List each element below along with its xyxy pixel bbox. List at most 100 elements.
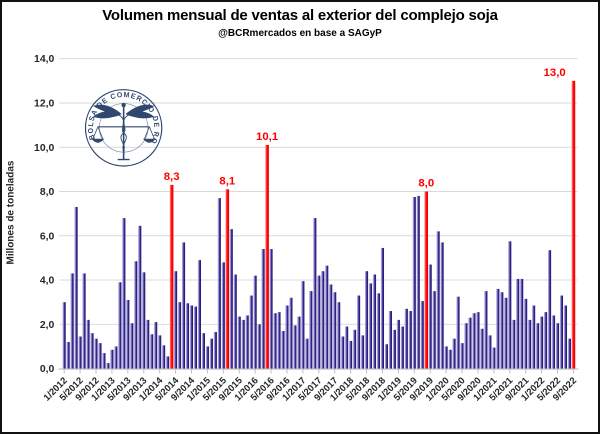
bar <box>317 275 321 369</box>
bar <box>122 218 126 369</box>
bar <box>448 349 452 369</box>
bar <box>217 198 221 369</box>
logo-scale-string <box>149 126 155 139</box>
bar <box>309 291 313 369</box>
highlight-bar <box>571 80 576 369</box>
bar <box>166 356 170 369</box>
bar <box>62 302 66 369</box>
bar <box>154 322 158 369</box>
y-tick-label: 14,0 <box>34 54 54 65</box>
bar <box>94 338 98 369</box>
bar <box>428 264 432 369</box>
bar <box>146 319 150 369</box>
data-label: 8,0 <box>418 178 434 190</box>
bar <box>142 272 146 369</box>
logo-right-wing <box>125 104 155 119</box>
highlight-bar <box>169 184 174 369</box>
bar <box>396 319 400 369</box>
bar <box>293 325 297 369</box>
bar <box>118 282 122 369</box>
bar <box>201 333 205 369</box>
bar <box>476 312 480 369</box>
bar <box>404 308 408 369</box>
logo-circular-text: BOLSA DE COMERCIO DE ROSARIO <box>2 2 161 146</box>
bar <box>213 332 217 369</box>
bar <box>567 338 572 369</box>
y-tick-label: 4,0 <box>40 276 55 287</box>
bar <box>524 298 528 369</box>
y-tick-label: 0,0 <box>40 364 55 375</box>
bar <box>432 291 436 369</box>
logo-scale-string <box>97 126 104 139</box>
bar <box>305 338 309 369</box>
bcr-logo: BOLSA DE COMERCIO DE ROSARIO <box>2 2 163 167</box>
bar <box>456 296 460 369</box>
bar <box>174 271 178 369</box>
bar <box>440 242 444 369</box>
bar <box>337 302 341 369</box>
bar <box>313 218 317 369</box>
bar <box>257 324 261 369</box>
bar <box>353 329 357 369</box>
bar <box>361 335 365 369</box>
data-label: 10,1 <box>256 131 279 143</box>
y-tick-label: 12,0 <box>34 99 54 110</box>
logo-scale-string <box>92 126 99 139</box>
bar <box>349 340 353 369</box>
bar <box>162 345 166 369</box>
bar <box>130 323 134 369</box>
bar <box>436 231 440 369</box>
bar <box>420 301 424 369</box>
bar <box>365 271 369 369</box>
bar <box>412 197 416 369</box>
bar <box>90 333 94 369</box>
bar <box>185 303 190 369</box>
bar <box>444 346 448 369</box>
bar <box>532 305 536 369</box>
bar <box>269 249 273 369</box>
bar <box>536 323 540 369</box>
bar <box>281 330 285 369</box>
bar <box>484 291 488 369</box>
bar <box>285 305 289 369</box>
bar <box>297 316 301 369</box>
bar <box>380 247 385 369</box>
bar <box>150 334 154 369</box>
bar <box>341 336 345 369</box>
bar <box>555 323 560 369</box>
bar <box>82 273 86 369</box>
bar <box>357 295 361 369</box>
highlight-bar <box>424 191 429 369</box>
bar <box>400 326 404 369</box>
bar <box>102 353 106 369</box>
bar <box>205 346 209 369</box>
bar <box>528 319 532 369</box>
bar <box>472 313 476 369</box>
bar <box>540 316 544 369</box>
bar <box>245 315 249 369</box>
bar <box>237 316 241 369</box>
bar <box>289 297 293 369</box>
highlight-bar <box>225 189 230 369</box>
bar <box>508 241 512 369</box>
bar <box>110 349 114 369</box>
bar <box>496 288 500 369</box>
data-label: 8,1 <box>219 175 235 187</box>
bar <box>480 328 484 369</box>
bar <box>500 292 504 369</box>
bar <box>321 271 325 369</box>
bar <box>544 312 548 369</box>
bar <box>512 319 516 369</box>
bar <box>70 273 74 369</box>
bar <box>106 363 110 369</box>
bar <box>233 274 237 369</box>
y-tick-label: 8,0 <box>40 187 55 198</box>
bar <box>86 319 90 369</box>
bar <box>134 261 138 369</box>
bar <box>408 311 412 369</box>
logo-scale-pan <box>142 138 156 143</box>
bar <box>492 347 496 369</box>
bar <box>520 278 524 369</box>
bar <box>178 302 182 369</box>
logo-outer-ring <box>84 89 163 167</box>
